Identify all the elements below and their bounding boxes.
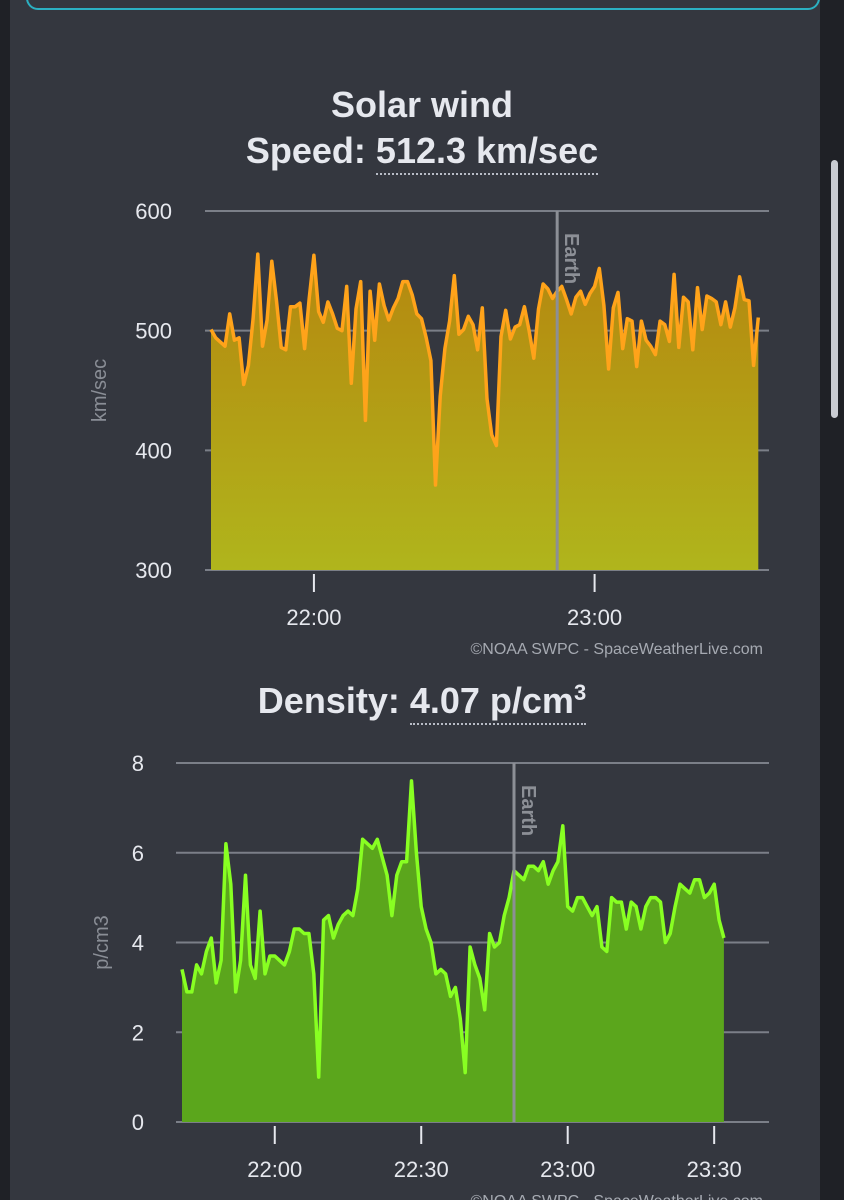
density-ytick-label: 4 xyxy=(132,931,144,956)
speed-ytick-label: 400 xyxy=(135,438,172,463)
density-readout: Density: 4.07 p/cm3 xyxy=(0,680,844,725)
top-panel-border xyxy=(0,0,844,12)
density-ytick-label: 8 xyxy=(132,751,144,776)
density-ylabel: p/cm3 xyxy=(91,915,113,969)
speed-value[interactable]: 512.3 km/sec xyxy=(375,130,599,175)
density-label: Density: xyxy=(257,680,400,721)
density-xtick-label: 22:00 xyxy=(247,1157,302,1182)
speed-ytick-label: 300 xyxy=(135,558,172,583)
speed-earth-label: Earth xyxy=(560,233,582,284)
speed-series-line xyxy=(209,252,761,487)
density-xtick-label: 23:30 xyxy=(687,1157,742,1182)
density-series-area xyxy=(182,780,724,1122)
speed-readout: Speed: 512.3 km/sec xyxy=(0,130,844,175)
density-earth-label: Earth xyxy=(517,785,539,836)
density-ytick-label: 0 xyxy=(132,1110,144,1135)
speed-xtick-label: 22:00 xyxy=(286,605,341,630)
speed-ylabel: km/sec xyxy=(89,359,111,422)
speed-ytick-label: 600 xyxy=(135,199,172,224)
density-chart: 0 2 4 6 8 Earth 22:00 22:30 23:00 23:30 p/cm3 ©NOAA… xyxy=(91,751,769,1200)
speed-chart: 300 400 500 600 Earth 22:00 23:00 km/sec ©NOAA S… xyxy=(89,199,769,658)
speed-credit: ©NOAA SWPC - SpaceWeatherLive.com xyxy=(471,641,763,658)
speed-label: Speed: xyxy=(245,130,366,171)
density-credit: ©NOAA SWPC - SpaceWeatherLive.com xyxy=(471,1193,763,1200)
scrollbar-thumb[interactable] xyxy=(831,160,838,418)
speed-ytick-label: 500 xyxy=(135,319,172,344)
density-value[interactable]: 4.07 p/cm3 xyxy=(409,680,587,725)
speed-chart-title: Solar wind xyxy=(330,84,514,125)
density-series-line xyxy=(180,779,726,1079)
density-xtick-label: 23:00 xyxy=(540,1157,595,1182)
density-xtick-label: 22:30 xyxy=(394,1157,449,1182)
left-edge xyxy=(0,0,10,1200)
density-ytick-label: 2 xyxy=(132,1020,144,1045)
density-ytick-label: 6 xyxy=(132,841,144,866)
speed-xtick-label: 23:00 xyxy=(567,605,622,630)
